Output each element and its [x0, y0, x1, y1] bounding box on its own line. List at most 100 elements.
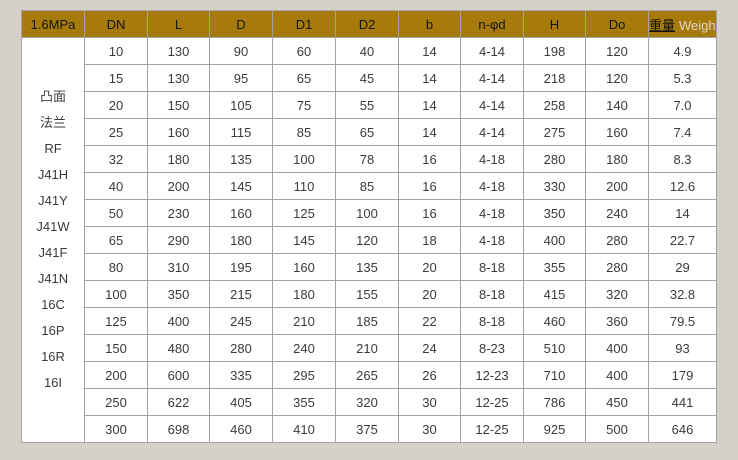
- table-row: 50 230 160 125 100 16 4-18 350 240 14: [22, 199, 717, 227]
- table-cell: 12-23: [460, 361, 524, 389]
- table-cell: 160: [209, 199, 273, 227]
- table-cell: 150: [84, 334, 148, 362]
- series-label-line: J41Y: [38, 193, 68, 208]
- table-cell: 240: [585, 199, 649, 227]
- table-cell: 12-25: [460, 388, 524, 416]
- table-cell: 14: [398, 118, 461, 146]
- table-cell: 16: [398, 199, 461, 227]
- table-cell: 786: [523, 388, 586, 416]
- table-cell: 145: [209, 172, 273, 200]
- header-h: H: [523, 10, 586, 38]
- table-cell: 180: [209, 226, 273, 254]
- table-cell: 40: [84, 172, 148, 200]
- table-cell: 24: [398, 334, 461, 362]
- table-cell: 20: [398, 280, 461, 308]
- table-cell: 450: [585, 388, 649, 416]
- table-cell: 130: [147, 64, 210, 92]
- series-label-line: 法兰: [39, 115, 66, 130]
- series-label-line: 凸面: [39, 89, 66, 104]
- table-cell: 12-25: [460, 415, 524, 443]
- table-row: 100 350 215 180 155 20 8-18 415 320 32.8: [22, 280, 717, 308]
- table-cell: 250: [84, 388, 148, 416]
- table-row: 25 160 115 85 65 14 4-14 275 160 7.4: [22, 118, 717, 146]
- table-cell: 646: [648, 415, 717, 443]
- table-cell: 300: [84, 415, 148, 443]
- table-cell: 85: [272, 118, 336, 146]
- table-cell: 400: [585, 334, 649, 362]
- table-cell: 330: [523, 172, 586, 200]
- table-cell: 480: [147, 334, 210, 362]
- table-cell: 180: [585, 145, 649, 173]
- table-cell: 135: [335, 253, 399, 281]
- table-cell: 460: [523, 307, 586, 335]
- table-cell: 8.3: [648, 145, 717, 173]
- header-pressure-rating: 1.6MPa: [21, 10, 85, 38]
- table-cell: 258: [523, 91, 586, 119]
- table-cell: 280: [523, 145, 586, 173]
- table-cell: 460: [209, 415, 273, 443]
- table-cell: 85: [335, 172, 399, 200]
- header-l: L: [147, 10, 210, 38]
- table-cell: 26: [398, 361, 461, 389]
- table-cell: 12.6: [648, 172, 717, 200]
- table-cell: 79.5: [648, 307, 717, 335]
- header-weight-cn: 重量: [649, 17, 676, 33]
- table-cell: 405: [209, 388, 273, 416]
- table-cell: 115: [209, 118, 273, 146]
- table-cell: 200: [84, 361, 148, 389]
- header-d: D: [209, 10, 273, 38]
- table-cell: 320: [585, 280, 649, 308]
- table-cell: 100: [272, 145, 336, 173]
- table-cell: 14: [398, 91, 461, 119]
- table-cell: 280: [209, 334, 273, 362]
- table-cell: 600: [147, 361, 210, 389]
- table-cell: 295: [272, 361, 336, 389]
- table-cell: 441: [648, 388, 717, 416]
- table-cell: 200: [585, 172, 649, 200]
- table-cell: 20: [84, 91, 148, 119]
- table-cell: 200: [147, 172, 210, 200]
- table-cell: 8-23: [460, 334, 524, 362]
- series-label-line: 16R: [41, 349, 65, 364]
- table-cell: 16: [398, 145, 461, 173]
- table-cell: 95: [209, 64, 273, 92]
- table-row: 凸面 法兰 RF J41H J41Y J41W J41F J41N 16C 16P 16R 16I 10…: [21, 37, 717, 443]
- table-cell: 65: [335, 118, 399, 146]
- table-cell: 4-18: [460, 172, 524, 200]
- table-cell: 4-18: [460, 199, 524, 227]
- table-cell: 622: [147, 388, 210, 416]
- table-cell: 4-18: [460, 226, 524, 254]
- table-cell: 20: [398, 253, 461, 281]
- header-weight-en: Weight: [679, 17, 717, 33]
- table-cell: 335: [209, 361, 273, 389]
- table-cell: 245: [209, 307, 273, 335]
- table-row: 150 480 280 240 210 24 8-23 510 400 93: [22, 334, 717, 362]
- table-cell: 135: [209, 145, 273, 173]
- series-label-line: RF: [44, 141, 62, 156]
- table-cell: 90: [209, 37, 273, 65]
- table-cell: 218: [523, 64, 586, 92]
- table-cell: 4-14: [460, 37, 524, 65]
- table-cell: 350: [147, 280, 210, 308]
- table-cell: 500: [585, 415, 649, 443]
- table-cell: 185: [335, 307, 399, 335]
- table-cell: 78: [335, 145, 399, 173]
- table-cell: 215: [209, 280, 273, 308]
- table-row: 40 200 145 110 85 16 4-18 330 200 12.6: [22, 172, 717, 200]
- table-cell: 4-14: [460, 64, 524, 92]
- table-cell: 140: [585, 91, 649, 119]
- header-d1: D1: [272, 10, 336, 38]
- header-weight: 重量 Weight: [648, 10, 717, 38]
- table-cell: 179: [648, 361, 717, 389]
- series-label-line: 16C: [41, 297, 65, 312]
- table-cell: 230: [147, 199, 210, 227]
- table-cell: 105: [209, 91, 273, 119]
- table-cell: 65: [272, 64, 336, 92]
- table-cell: 16: [398, 172, 461, 200]
- table-body: 凸面 法兰 RF J41H J41Y J41W J41F J41N 16C 16P 16R 16I 10…: [21, 37, 717, 443]
- table-cell: 5.3: [648, 64, 717, 92]
- table-cell: 8-18: [460, 253, 524, 281]
- table-cell: 310: [147, 253, 210, 281]
- table-cell: 160: [272, 253, 336, 281]
- table-cell: 29: [648, 253, 717, 281]
